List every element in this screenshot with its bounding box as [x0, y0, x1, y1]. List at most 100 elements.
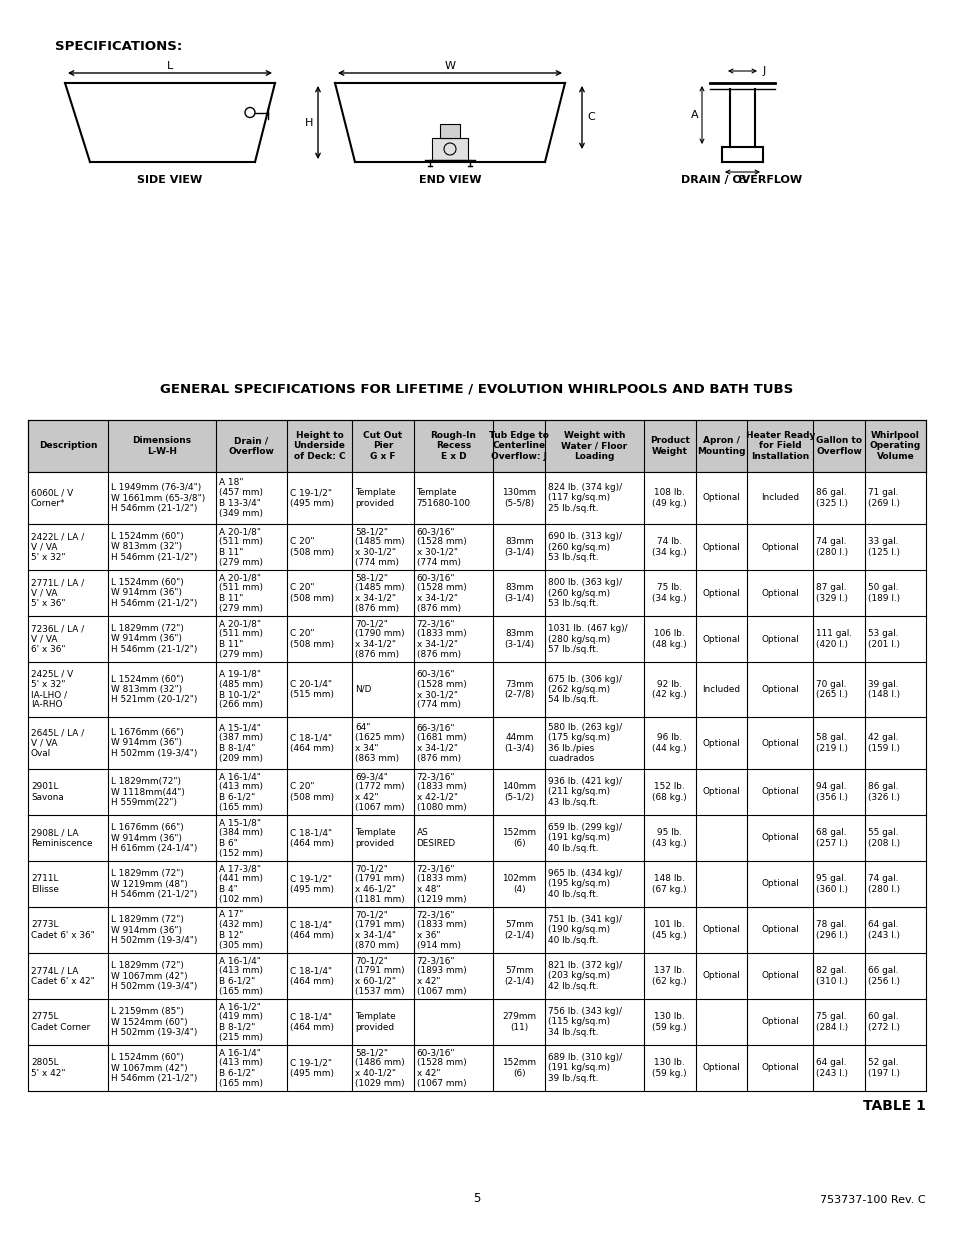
- Text: A 17-3/8"
(441 mm)
B 4"
(102 mm): A 17-3/8" (441 mm) B 4" (102 mm): [219, 864, 263, 904]
- Text: 140mm
(5-1/2): 140mm (5-1/2): [501, 783, 536, 802]
- Bar: [28, 662, 925, 718]
- Text: Drain /
Overflow: Drain / Overflow: [228, 436, 274, 456]
- Text: C: C: [586, 112, 594, 122]
- Text: Optional: Optional: [760, 1063, 799, 1072]
- Text: 2773L
Cadet 6' x 36": 2773L Cadet 6' x 36": [30, 920, 94, 940]
- Bar: [28, 718, 925, 769]
- Text: 2422L / LA /
V / VA
5' x 32": 2422L / LA / V / VA 5' x 32": [30, 532, 84, 562]
- Text: A 20-1/8"
(511 mm)
B 11"
(279 mm): A 20-1/8" (511 mm) B 11" (279 mm): [219, 573, 263, 613]
- Text: J: J: [762, 65, 765, 77]
- Text: 60-3/16"
(1528 mm)
x 34-1/2"
(876 mm): 60-3/16" (1528 mm) x 34-1/2" (876 mm): [416, 573, 466, 613]
- Text: A 16-1/4"
(413 mm)
B 6-1/2"
(165 mm): A 16-1/4" (413 mm) B 6-1/2" (165 mm): [219, 772, 263, 811]
- Text: 130mm
(5-5/8): 130mm (5-5/8): [501, 489, 536, 508]
- Text: N/D: N/D: [355, 685, 372, 694]
- Text: 6060L / V
Corner*: 6060L / V Corner*: [30, 489, 73, 508]
- Text: Weight with
Water / Floor
Loading: Weight with Water / Floor Loading: [561, 431, 627, 461]
- Text: Product
Weight: Product Weight: [649, 436, 689, 456]
- Text: C 19-1/2"
(495 mm): C 19-1/2" (495 mm): [290, 489, 334, 508]
- Text: L 1829mm (72")
W 1219mm (48")
H 546mm (21-1/2"): L 1829mm (72") W 1219mm (48") H 546mm (2…: [111, 869, 197, 899]
- Text: Optional: Optional: [760, 635, 799, 643]
- Text: Optional: Optional: [760, 879, 799, 888]
- Text: A 20-1/8"
(511 mm)
B 11"
(279 mm): A 20-1/8" (511 mm) B 11" (279 mm): [219, 527, 263, 567]
- Text: A 20-1/8"
(511 mm)
B 11"
(279 mm): A 20-1/8" (511 mm) B 11" (279 mm): [219, 620, 263, 658]
- Text: L 1524mm (60")
W 813mm (32")
H 521mm (20-1/2"): L 1524mm (60") W 813mm (32") H 521mm (20…: [111, 676, 197, 704]
- Text: Optional: Optional: [701, 1063, 740, 1072]
- Text: 82 gal.
(310 l.): 82 gal. (310 l.): [816, 967, 847, 986]
- Text: 50 gal.
(189 l.): 50 gal. (189 l.): [867, 583, 899, 603]
- Bar: [28, 906, 925, 953]
- Text: 58-1/2"
(1486 mm)
x 40-1/2"
(1029 mm): 58-1/2" (1486 mm) x 40-1/2" (1029 mm): [355, 1049, 405, 1088]
- Text: L 1676mm (66")
W 914mm (36")
H 502mm (19-3/4"): L 1676mm (66") W 914mm (36") H 502mm (19…: [111, 729, 197, 757]
- Text: A 18"
(457 mm)
B 13-3/4"
(349 mm): A 18" (457 mm) B 13-3/4" (349 mm): [219, 478, 263, 517]
- Text: L 1829mm (72")
W 914mm (36")
H 546mm (21-1/2"): L 1829mm (72") W 914mm (36") H 546mm (21…: [111, 625, 197, 653]
- Text: 58-1/2"
(1485 mm)
x 34-1/2"
(876 mm): 58-1/2" (1485 mm) x 34-1/2" (876 mm): [355, 573, 405, 613]
- Text: 74 lb.
(34 kg.): 74 lb. (34 kg.): [652, 537, 686, 557]
- Text: 111 gal.
(420 l.): 111 gal. (420 l.): [816, 630, 851, 648]
- Text: 64 gal.
(243 l.): 64 gal. (243 l.): [867, 920, 899, 940]
- Text: C 18-1/4"
(464 mm): C 18-1/4" (464 mm): [290, 920, 334, 940]
- Text: A 15-1/4"
(387 mm)
B 8-1/4"
(209 mm): A 15-1/4" (387 mm) B 8-1/4" (209 mm): [219, 724, 263, 762]
- Text: A 15-1/8"
(384 mm)
B 6"
(152 mm): A 15-1/8" (384 mm) B 6" (152 mm): [219, 819, 263, 857]
- Text: C 19-1/2"
(495 mm): C 19-1/2" (495 mm): [290, 1058, 334, 1077]
- Text: 64"
(1625 mm)
x 34"
(863 mm): 64" (1625 mm) x 34" (863 mm): [355, 724, 405, 762]
- Text: 70-1/2"
(1791 mm)
x 34-1/4"
(870 mm): 70-1/2" (1791 mm) x 34-1/4" (870 mm): [355, 910, 405, 950]
- Text: 57mm
(2-1/4): 57mm (2-1/4): [504, 920, 534, 940]
- Text: END VIEW: END VIEW: [418, 175, 480, 185]
- Text: Template
751680-100: Template 751680-100: [416, 489, 470, 508]
- Text: Optional: Optional: [760, 685, 799, 694]
- Text: 72-3/16"
(1833 mm)
x 34-1/2"
(876 mm): 72-3/16" (1833 mm) x 34-1/2" (876 mm): [416, 620, 466, 658]
- Text: Optional: Optional: [760, 589, 799, 598]
- Text: 52 gal.
(197 l.): 52 gal. (197 l.): [867, 1058, 899, 1077]
- Text: SIDE VIEW: SIDE VIEW: [137, 175, 202, 185]
- Text: 148 lb.
(67 kg.): 148 lb. (67 kg.): [652, 874, 686, 894]
- Text: 137 lb.
(62 kg.): 137 lb. (62 kg.): [652, 967, 686, 986]
- Text: C 20"
(508 mm): C 20" (508 mm): [290, 583, 334, 603]
- Text: 72-3/16"
(1893 mm)
x 42"
(1067 mm): 72-3/16" (1893 mm) x 42" (1067 mm): [416, 956, 466, 995]
- Text: 96 lb.
(44 kg.): 96 lb. (44 kg.): [652, 734, 686, 752]
- Text: L 1524mm (60")
W 1067mm (42")
H 546mm (21-1/2"): L 1524mm (60") W 1067mm (42") H 546mm (2…: [111, 1053, 197, 1083]
- Text: 279mm
(11): 279mm (11): [501, 1013, 536, 1031]
- Text: 75 lb.
(34 kg.): 75 lb. (34 kg.): [652, 583, 686, 603]
- Text: 2774L / LA
Cadet 6' x 42": 2774L / LA Cadet 6' x 42": [30, 967, 94, 986]
- Text: L: L: [167, 61, 172, 70]
- Text: 58-1/2"
(1485 mm)
x 30-1/2"
(774 mm): 58-1/2" (1485 mm) x 30-1/2" (774 mm): [355, 527, 405, 567]
- Text: A 16-1/4"
(413 mm)
B 6-1/2"
(165 mm): A 16-1/4" (413 mm) B 6-1/2" (165 mm): [219, 956, 263, 995]
- Text: Included: Included: [701, 685, 740, 694]
- Text: DRAIN / OVERFLOW: DRAIN / OVERFLOW: [680, 175, 801, 185]
- Bar: [439, 124, 459, 138]
- Text: 58 gal.
(219 l.): 58 gal. (219 l.): [816, 734, 847, 752]
- Text: Template
provided: Template provided: [355, 829, 395, 847]
- Text: A 16-1/4"
(413 mm)
B 6-1/2"
(165 mm): A 16-1/4" (413 mm) B 6-1/2" (165 mm): [219, 1049, 263, 1088]
- Text: 73mm
(2-7/8): 73mm (2-7/8): [504, 680, 534, 699]
- Text: 152 lb.
(68 kg.): 152 lb. (68 kg.): [652, 783, 686, 802]
- Text: A: A: [691, 110, 699, 120]
- Text: A 19-1/8"
(485 mm)
B 10-1/2"
(266 mm): A 19-1/8" (485 mm) B 10-1/2" (266 mm): [219, 669, 263, 709]
- Text: 152mm
(6): 152mm (6): [501, 1058, 536, 1077]
- Text: A 17"
(432 mm)
B 12"
(305 mm): A 17" (432 mm) B 12" (305 mm): [219, 910, 263, 950]
- Text: Tub Edge to
Centerline
Overflow: J: Tub Edge to Centerline Overflow: J: [489, 431, 549, 461]
- Text: Optional: Optional: [760, 788, 799, 797]
- Text: 5: 5: [473, 1192, 480, 1205]
- Text: 965 lb. (434 kg)/
(195 kg/sq.m)
40 lb./sq.ft.: 965 lb. (434 kg)/ (195 kg/sq.m) 40 lb./s…: [548, 869, 621, 899]
- Text: L 1829mm (72")
W 914mm (36")
H 502mm (19-3/4"): L 1829mm (72") W 914mm (36") H 502mm (19…: [111, 915, 197, 945]
- Text: Rough-In
Recess
E x D: Rough-In Recess E x D: [430, 431, 476, 461]
- Text: Optional: Optional: [760, 834, 799, 842]
- Text: C 19-1/2"
(495 mm): C 19-1/2" (495 mm): [290, 874, 334, 894]
- Text: H: H: [304, 117, 313, 127]
- Text: L 1676mm (66")
W 914mm (36")
H 616mm (24-1/4"): L 1676mm (66") W 914mm (36") H 616mm (24…: [111, 824, 197, 852]
- Text: 83mm
(3-1/4): 83mm (3-1/4): [504, 537, 534, 557]
- Text: 95 lb.
(43 kg.): 95 lb. (43 kg.): [652, 829, 686, 847]
- Text: Optional: Optional: [701, 542, 740, 552]
- Text: 95 gal.
(360 l.): 95 gal. (360 l.): [816, 874, 847, 894]
- Text: 108 lb.
(49 kg.): 108 lb. (49 kg.): [652, 489, 686, 508]
- Text: 824 lb. (374 kg)/
(117 kg/sq.m)
25 lb./sq.ft.: 824 lb. (374 kg)/ (117 kg/sq.m) 25 lb./s…: [548, 483, 621, 513]
- Text: L 1524mm (60")
W 914mm (36")
H 546mm (21-1/2"): L 1524mm (60") W 914mm (36") H 546mm (21…: [111, 578, 197, 608]
- Text: 7236L / LA /
V / VA
6' x 36": 7236L / LA / V / VA 6' x 36": [30, 625, 84, 653]
- Text: Description: Description: [39, 441, 97, 451]
- Text: 70-1/2"
(1790 mm)
x 34-1/2"
(876 mm): 70-1/2" (1790 mm) x 34-1/2" (876 mm): [355, 620, 405, 658]
- Text: 72-3/16"
(1833 mm)
x 42-1/2"
(1080 mm): 72-3/16" (1833 mm) x 42-1/2" (1080 mm): [416, 772, 466, 811]
- Text: L 1524mm (60")
W 813mm (32")
H 546mm (21-1/2"): L 1524mm (60") W 813mm (32") H 546mm (21…: [111, 532, 197, 562]
- Bar: [28, 524, 925, 571]
- Text: C 20-1/4"
(515 mm): C 20-1/4" (515 mm): [290, 680, 334, 699]
- Text: Optional: Optional: [760, 925, 799, 935]
